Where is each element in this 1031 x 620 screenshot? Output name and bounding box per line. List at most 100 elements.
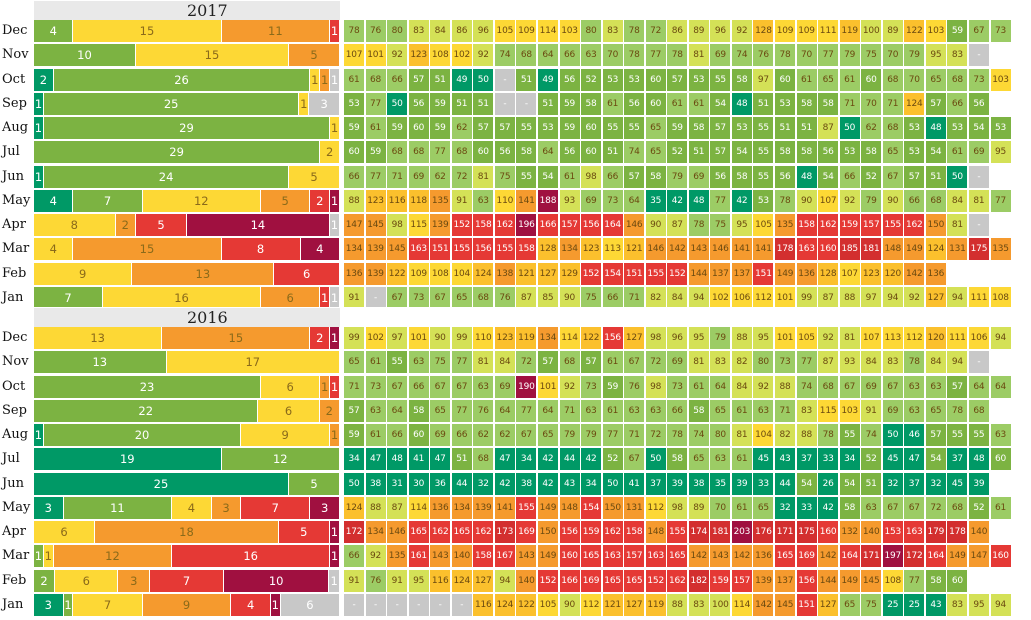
day-cell: 57 [581, 351, 602, 374]
day-cell: 64 [494, 399, 515, 422]
day-cell: 132 [839, 521, 860, 543]
day-cell: 74 [731, 44, 752, 67]
day-cell: 110 [494, 189, 515, 212]
day-cell: 78 [775, 44, 795, 67]
day-cell: 139 [473, 496, 494, 519]
day-cell: 91 [387, 569, 408, 592]
day-cell: 72 [645, 424, 666, 446]
day-cell: 181 [710, 521, 731, 543]
day-cell: 35 [710, 472, 731, 495]
day-cell: 67 [882, 496, 903, 519]
day-cell: 62 [473, 424, 494, 446]
day-cell: 97 [753, 68, 774, 91]
day-cell: 127 [624, 593, 645, 616]
day-cell: 61 [688, 375, 709, 398]
day-cell: 59 [344, 117, 364, 139]
day-cell: 59 [559, 117, 580, 139]
day-cell: 58 [731, 165, 752, 188]
bar-segment-moderate: 7 [73, 189, 143, 212]
day-cell: 72 [645, 20, 666, 42]
day-cell: 142 [818, 545, 839, 568]
day-cell: - [968, 165, 989, 188]
day-cell: 145 [775, 593, 795, 616]
day-cell: 151 [796, 593, 817, 616]
day-cell: 81 [839, 327, 860, 349]
day-cell: 67 [451, 375, 472, 398]
day-cell: 84 [925, 351, 946, 374]
day-cell: 150 [537, 521, 558, 543]
day-cell: 71 [624, 286, 645, 309]
bar-segment-moderate: 20 [43, 424, 242, 446]
bar-segment-usg: 7 [73, 593, 143, 616]
bar-segment-moderate: 24 [44, 165, 289, 188]
day-cell: 95 [408, 569, 429, 592]
day-cell: 109 [516, 20, 537, 42]
day-cell: 72 [516, 351, 537, 374]
day-cell: 88 [775, 375, 795, 398]
day-cell: 107 [839, 262, 860, 285]
day-cell: 73 [667, 375, 688, 398]
day-cell: 51 [537, 92, 558, 115]
year-label: 2016 [187, 308, 228, 327]
month-label: May [2, 192, 31, 208]
day-cell: 90 [559, 593, 580, 616]
day-cell: 151 [430, 238, 451, 261]
day-cell: 140 [516, 569, 537, 592]
day-cell: 81 [473, 165, 494, 188]
day-cell: 109 [796, 20, 817, 42]
day-cell: 149 [775, 262, 795, 285]
day-cell: 134 [344, 238, 364, 261]
day-cell: 73 [602, 189, 623, 212]
day-cell: 57 [947, 375, 968, 398]
day-cell: 35 [645, 189, 666, 212]
day-cell: 143 [710, 545, 731, 568]
day-cell: 165 [581, 545, 602, 568]
bar-segment-usg: 1 [310, 68, 321, 91]
day-cell: 156 [473, 238, 494, 261]
day-cell: 32 [775, 496, 795, 519]
day-cell: 71 [559, 399, 580, 422]
day-cell: 165 [775, 545, 795, 568]
day-cell: 50 [602, 472, 623, 495]
day-cell: 52 [861, 448, 882, 471]
day-cell: 61 [796, 68, 817, 91]
bar-segment-usg: 15 [136, 44, 289, 67]
day-cell: 101 [775, 327, 795, 349]
day-cell: 124 [925, 238, 946, 261]
day-cell: 163 [796, 238, 817, 261]
month-label: Oct [2, 71, 26, 87]
day-cell: 78 [624, 44, 645, 67]
month-label: Jul [2, 451, 20, 467]
day-cell: 51 [602, 141, 623, 164]
day-cell: 83 [688, 593, 709, 616]
day-cell: 123 [581, 238, 602, 261]
bar-segment-very_unhealthy: 4 [231, 593, 271, 616]
day-cell: 81 [968, 189, 989, 212]
day-cell: 60 [473, 141, 494, 164]
day-cell: 78 [688, 214, 709, 236]
day-cell: 60 [581, 117, 602, 139]
day-cell: 54 [537, 165, 558, 188]
day-cell: 103 [559, 20, 580, 42]
month-label: Jan [2, 596, 24, 612]
day-cell: 173 [494, 521, 515, 543]
day-cell: 59 [430, 92, 451, 115]
day-cell: 64 [710, 375, 731, 398]
day-cell: 56 [559, 68, 580, 91]
day-cell: 58 [775, 141, 795, 164]
bar-segment-good: 1 [34, 92, 45, 115]
day-cell: 42 [581, 448, 602, 471]
day-cell: 69 [968, 141, 989, 164]
day-cell: 32 [882, 472, 903, 495]
day-cell: 95 [731, 214, 752, 236]
day-cell: 59 [667, 117, 688, 139]
day-cell: 67 [624, 351, 645, 374]
bar-segment-unhealthy: 1 [320, 68, 331, 91]
day-cell: 144 [818, 569, 839, 592]
day-cell: 106 [731, 286, 752, 309]
day-cell: 174 [688, 521, 709, 543]
day-cell: 97 [387, 327, 408, 349]
day-cell: 77 [990, 189, 1011, 212]
day-cell: 159 [581, 521, 602, 543]
day-cell: 69 [581, 189, 602, 212]
